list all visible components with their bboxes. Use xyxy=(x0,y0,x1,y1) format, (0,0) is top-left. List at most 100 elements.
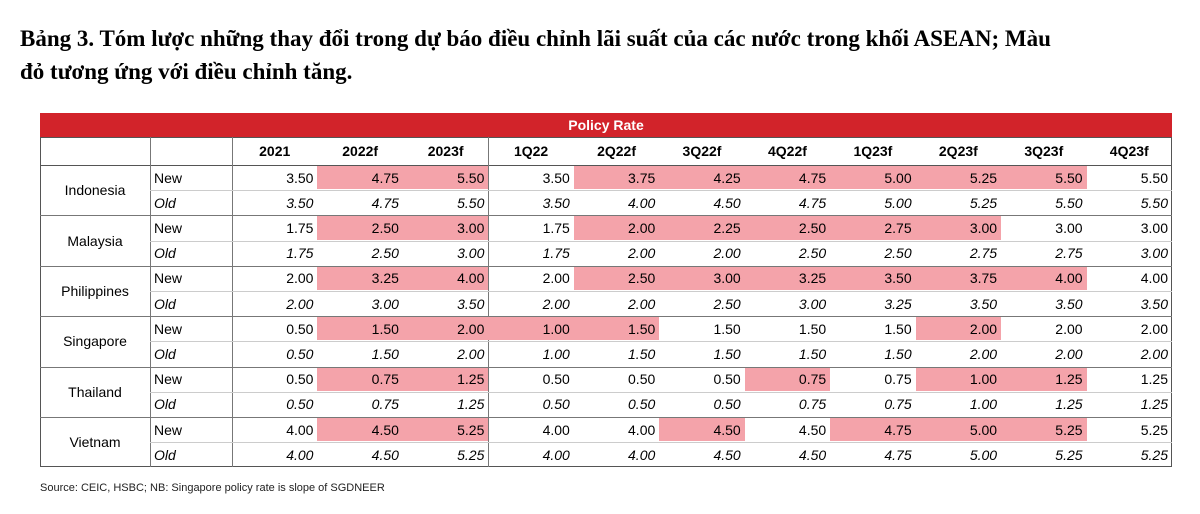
value-cell: 3.50 xyxy=(286,194,314,211)
value-cell: 0.75 xyxy=(371,396,399,413)
value-cell: 4.00 xyxy=(286,446,314,463)
value-cell: 3.50 xyxy=(457,295,485,312)
value-cell: 1.50 xyxy=(573,317,660,341)
value-cell: 2.00 xyxy=(1055,320,1083,337)
value-cell: 3.50 xyxy=(969,295,998,312)
value-cell: 4.00 xyxy=(1140,270,1168,287)
value-cell: 5.50 xyxy=(1055,194,1083,211)
country-label: Singapore xyxy=(63,333,127,350)
row-label: Old xyxy=(154,345,176,362)
row-label: Old xyxy=(154,446,176,463)
value-cell: 4.75 xyxy=(317,166,403,190)
value-cell: 2.00 xyxy=(628,245,656,262)
value-cell: 2.00 xyxy=(1140,320,1168,337)
column-header: 2023f xyxy=(427,143,464,159)
value-cell: 5.50 xyxy=(1001,166,1087,190)
value-cell: 1.75 xyxy=(542,219,570,236)
value-cell: 1.50 xyxy=(713,345,741,362)
value-cell: 2.00 xyxy=(286,270,314,287)
rule xyxy=(150,391,1172,393)
value-cell: 4.50 xyxy=(713,194,741,211)
value-cell: 1.50 xyxy=(884,345,912,362)
value-cell: 2.00 xyxy=(542,270,570,287)
rule xyxy=(150,291,1172,292)
column-header: 3Q22f xyxy=(682,143,722,159)
value-cell: 2.00 xyxy=(628,295,656,312)
value-cell: 3.50 xyxy=(542,194,570,211)
rule xyxy=(40,137,1172,138)
rule xyxy=(40,316,1172,318)
value-cell: 1.00 xyxy=(542,345,570,362)
value-cell: 1.75 xyxy=(542,245,570,262)
value-cell: 1.50 xyxy=(317,317,403,341)
value-cell: 4.50 xyxy=(371,446,399,463)
value-cell: 5.25 xyxy=(1140,446,1168,463)
value-cell: 1.50 xyxy=(371,345,399,362)
value-cell: 4.75 xyxy=(744,166,831,190)
value-cell: 4.25 xyxy=(659,166,745,190)
value-cell: 2.50 xyxy=(371,245,399,262)
value-cell: 1.75 xyxy=(286,219,314,236)
value-cell: 2.50 xyxy=(713,295,741,312)
column-header: 2021 xyxy=(259,143,291,159)
group-header: Policy Rate xyxy=(40,113,1172,137)
value-cell: 4.75 xyxy=(830,418,916,442)
value-cell: 2.00 xyxy=(457,345,485,362)
value-cell: 4.50 xyxy=(317,418,403,442)
row-label: New xyxy=(154,320,183,337)
value-cell: 3.50 xyxy=(286,169,314,186)
value-cell: 2.00 xyxy=(286,295,314,312)
value-cell: 1.50 xyxy=(884,320,912,337)
column-header: 1Q22 xyxy=(513,143,549,159)
value-cell: 1.00 xyxy=(488,317,574,341)
value-cell: 5.25 xyxy=(1140,421,1168,438)
value-cell: 0.75 xyxy=(798,396,827,413)
value-cell: 4.00 xyxy=(628,446,656,463)
value-cell: 0.75 xyxy=(884,396,912,413)
rule xyxy=(488,137,490,468)
value-cell: 2.00 xyxy=(713,245,741,262)
row-label: New xyxy=(154,270,183,287)
value-cell: 3.00 xyxy=(1140,219,1168,236)
value-cell: 2.50 xyxy=(573,266,660,290)
value-cell: 3.50 xyxy=(1055,295,1083,312)
value-cell: 5.50 xyxy=(457,194,485,211)
value-cell: 2.50 xyxy=(884,245,912,262)
row-label: New xyxy=(154,169,183,186)
value-cell: 4.50 xyxy=(713,446,741,463)
value-cell: 2.00 xyxy=(969,345,998,362)
value-cell: 2.50 xyxy=(798,245,827,262)
value-cell: 3.25 xyxy=(317,266,403,290)
country-label: Malaysia xyxy=(67,232,123,249)
value-cell: 1.50 xyxy=(628,345,656,362)
country-label: Thailand xyxy=(68,383,122,400)
value-cell: 1.50 xyxy=(713,320,741,337)
value-cell: 2.50 xyxy=(317,216,403,240)
value-cell: 0.50 xyxy=(713,371,741,388)
row-label: Old xyxy=(154,194,176,211)
value-cell: 0.50 xyxy=(713,396,741,413)
value-cell: 3.00 xyxy=(1140,245,1168,262)
value-cell: 5.00 xyxy=(915,418,1002,442)
row-label: Old xyxy=(154,245,176,262)
value-cell: 1.25 xyxy=(402,367,489,391)
value-cell: 4.00 xyxy=(286,421,314,438)
value-cell: 4.00 xyxy=(628,421,656,438)
column-header: 1Q23f xyxy=(853,143,893,159)
value-cell: 5.25 xyxy=(402,418,489,442)
value-cell: 0.50 xyxy=(286,371,314,388)
value-cell: 3.75 xyxy=(573,166,660,190)
value-cell: 2.75 xyxy=(969,245,998,262)
value-cell: 5.25 xyxy=(1001,418,1087,442)
value-cell: 0.50 xyxy=(542,396,570,413)
value-cell: 0.50 xyxy=(542,371,570,388)
value-cell: 0.50 xyxy=(286,320,314,337)
value-cell: 5.50 xyxy=(402,166,489,190)
value-cell: 5.50 xyxy=(1140,194,1168,211)
value-cell: 0.50 xyxy=(286,345,314,362)
value-cell: 3.00 xyxy=(659,266,745,290)
source-note: Source: CEIC, HSBC; NB: Singapore policy… xyxy=(40,482,385,494)
value-cell: 3.00 xyxy=(402,216,489,240)
value-cell: 4.75 xyxy=(371,194,399,211)
